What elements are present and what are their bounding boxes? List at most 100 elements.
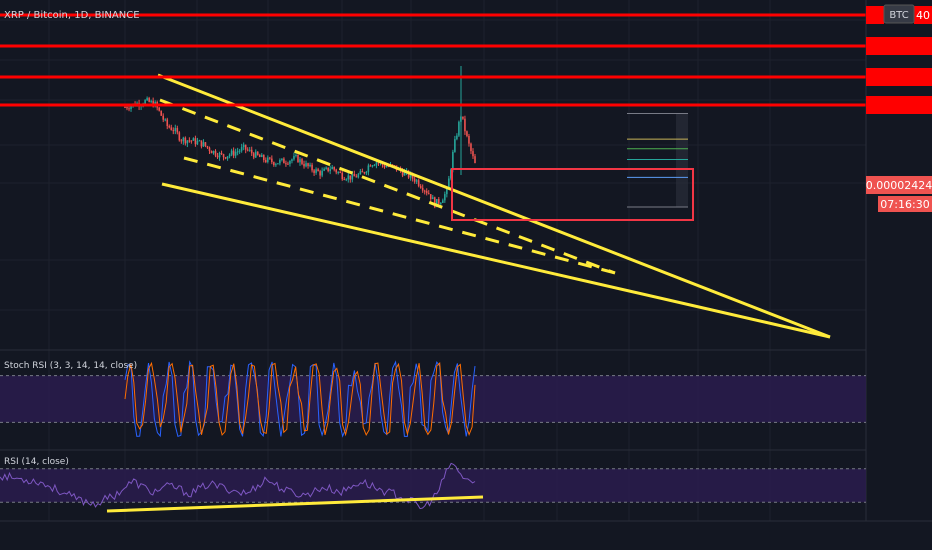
candle-body bbox=[401, 170, 404, 176]
candle-body bbox=[325, 167, 327, 169]
wedge-upper-line bbox=[157, 73, 831, 339]
candle-body bbox=[124, 107, 126, 109]
falling-wedge[interactable] bbox=[157, 73, 831, 339]
candle-body bbox=[305, 163, 307, 167]
resistance-label-tail: 40 bbox=[916, 9, 930, 22]
resistance-badge bbox=[866, 68, 932, 86]
candle-body bbox=[200, 140, 203, 147]
wedge-dashed-upper bbox=[159, 98, 616, 275]
currency-badge[interactable] bbox=[883, 4, 915, 24]
candle-body bbox=[295, 154, 297, 156]
wedge-lower-line bbox=[161, 182, 831, 339]
resistance-badge bbox=[866, 96, 932, 114]
candle-body bbox=[351, 173, 354, 180]
candle-body bbox=[464, 118, 466, 132]
current-price-label: 0.00002424 bbox=[866, 179, 932, 192]
candle-body bbox=[238, 150, 241, 152]
candle-body bbox=[371, 165, 374, 167]
candle-body bbox=[472, 151, 474, 157]
candle-body bbox=[248, 149, 251, 151]
candle-body bbox=[419, 185, 422, 188]
candle-body bbox=[210, 151, 213, 154]
candle-body bbox=[168, 126, 171, 128]
candle-body bbox=[297, 154, 299, 163]
candle-body bbox=[367, 165, 370, 172]
candle-body bbox=[194, 138, 197, 145]
candle-body bbox=[317, 169, 319, 172]
candle-body bbox=[345, 179, 348, 181]
current-price-badge bbox=[866, 176, 932, 194]
candle-body bbox=[413, 178, 416, 182]
candle-body bbox=[275, 164, 277, 166]
candle-body bbox=[271, 158, 273, 163]
fibonacci-retracement[interactable] bbox=[627, 113, 688, 208]
candle-body bbox=[437, 199, 440, 204]
candle-body bbox=[273, 162, 275, 166]
candle-body bbox=[321, 170, 323, 176]
candle-body bbox=[260, 154, 263, 158]
candle-body bbox=[311, 164, 313, 171]
candle-body bbox=[307, 163, 309, 167]
resistance-labels: 40 bbox=[866, 6, 932, 114]
candle-body bbox=[180, 140, 183, 142]
candle-body bbox=[178, 132, 181, 141]
candle-body bbox=[220, 152, 223, 155]
rsi-trendline bbox=[106, 495, 484, 513]
currency-badge-label: BTC bbox=[889, 10, 908, 21]
candle-body bbox=[176, 128, 179, 133]
candle-body bbox=[126, 107, 128, 109]
candle-body bbox=[208, 147, 211, 152]
candle-body bbox=[182, 137, 185, 142]
candle-body bbox=[230, 150, 233, 155]
candle-body bbox=[468, 135, 470, 144]
candle-body bbox=[454, 139, 456, 152]
candle-body bbox=[287, 163, 289, 165]
candle-body bbox=[262, 154, 265, 161]
candle-body bbox=[466, 131, 468, 136]
candle-body bbox=[452, 151, 454, 170]
candle-body bbox=[462, 116, 464, 119]
candle-body bbox=[331, 166, 333, 170]
candle-body bbox=[226, 156, 229, 159]
rsi-pane[interactable] bbox=[0, 462, 866, 513]
candle-body bbox=[377, 162, 380, 164]
candle-body bbox=[343, 179, 346, 181]
resistance-badge bbox=[866, 6, 884, 24]
candle-body bbox=[435, 199, 438, 208]
candle-body bbox=[128, 108, 130, 110]
candle-body bbox=[158, 107, 160, 111]
candle-body bbox=[433, 197, 436, 208]
candle-body bbox=[375, 162, 378, 166]
candle-body bbox=[458, 121, 460, 136]
candle-body bbox=[144, 100, 146, 105]
countdown-badge bbox=[878, 196, 932, 212]
candle-body bbox=[429, 194, 432, 200]
candle-body bbox=[204, 142, 207, 147]
candle-body bbox=[409, 173, 412, 178]
resistance-lines[interactable] bbox=[0, 13, 866, 107]
candle-body bbox=[315, 169, 317, 173]
candle-body bbox=[425, 190, 428, 194]
target-zone-box[interactable] bbox=[451, 168, 694, 221]
candle-body bbox=[236, 151, 239, 153]
candle-body bbox=[313, 170, 315, 173]
candle-body bbox=[423, 190, 426, 192]
candle-body bbox=[240, 147, 243, 151]
chart-title: XRP / Bitcoin, 1D, BINANCE bbox=[4, 10, 140, 21]
candle-body bbox=[130, 105, 132, 109]
candle-body bbox=[319, 171, 321, 176]
candle-body bbox=[258, 154, 261, 158]
candle-body bbox=[202, 142, 205, 147]
countdown-label: 07:16:30 bbox=[880, 198, 929, 211]
candle-body bbox=[335, 169, 338, 173]
candle-body bbox=[387, 166, 390, 168]
candle-body bbox=[470, 143, 472, 152]
candle-body bbox=[212, 150, 215, 154]
resistance-badge bbox=[866, 37, 932, 55]
stoch-rsi-pane[interactable] bbox=[0, 360, 866, 438]
candle-body bbox=[250, 149, 253, 154]
candle-body bbox=[383, 164, 386, 168]
candle-body bbox=[357, 174, 360, 178]
